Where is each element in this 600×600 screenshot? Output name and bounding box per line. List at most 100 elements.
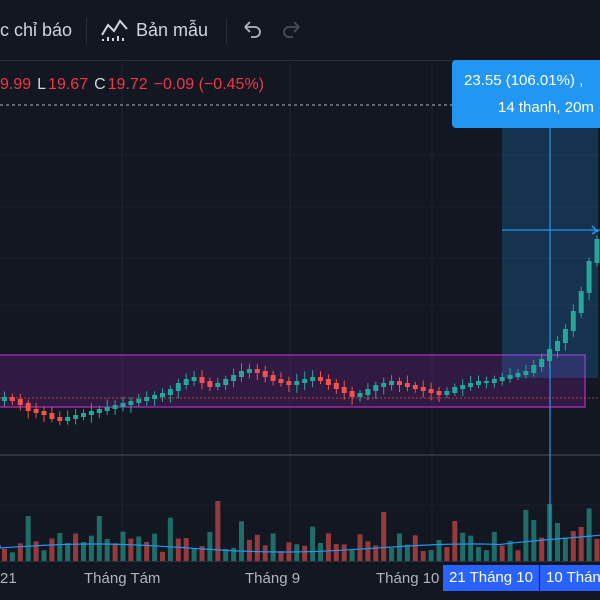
change-value: −0.09 (−0.45%) <box>153 76 264 93</box>
volume-bar <box>199 546 205 561</box>
candle-body <box>341 387 347 393</box>
candle-body <box>333 383 339 389</box>
volume-bar <box>239 521 244 561</box>
candle-body <box>17 399 23 405</box>
candle-body <box>357 393 363 397</box>
candle-body <box>310 377 316 381</box>
volume-bar <box>539 537 545 561</box>
candle-body <box>246 369 252 373</box>
volume-bar <box>310 526 316 561</box>
candle-body <box>515 373 521 377</box>
volume-bar <box>246 539 252 561</box>
candle-body <box>404 383 410 387</box>
candle-body <box>152 395 158 399</box>
volume-bar <box>231 547 237 561</box>
volume-bar <box>318 542 323 561</box>
indicators-label: c chỉ báo <box>0 19 73 40</box>
candle-body <box>547 349 553 361</box>
candle-body <box>436 391 442 395</box>
volume-bar <box>333 544 339 561</box>
candle-body <box>88 411 94 415</box>
candle-body <box>594 239 600 263</box>
templates-button[interactable]: Bản mẫu <box>100 0 208 60</box>
volume-bar <box>254 534 260 561</box>
volume-ma-line <box>0 534 600 553</box>
volume-bar <box>515 550 521 561</box>
volume-bar <box>460 532 466 561</box>
candle-body <box>128 401 134 405</box>
time-axis[interactable]: 21 Tháng Tám Tháng 9 Tháng 10 21 Tháng 1… <box>0 561 600 600</box>
volume-bar <box>389 547 395 561</box>
open-value: 9.99 <box>0 76 32 93</box>
volume-bar <box>578 526 584 561</box>
candle-body <box>207 381 213 387</box>
candle-body <box>104 407 110 411</box>
candle-body <box>499 377 505 381</box>
candle-body <box>507 375 513 379</box>
price-chart[interactable] <box>0 60 600 561</box>
volume-bar <box>191 548 197 561</box>
volume-bar <box>207 531 213 561</box>
volume-bar <box>420 551 426 561</box>
volume-bar <box>112 543 118 561</box>
candle-body <box>215 383 221 387</box>
volume-bar <box>215 501 221 561</box>
volume-bar <box>381 511 387 561</box>
redo-button[interactable] <box>280 0 304 60</box>
volume-bar <box>468 535 474 561</box>
volume-bar <box>547 504 553 561</box>
volume-bar <box>302 545 308 561</box>
volume-bar <box>476 546 481 561</box>
volume-bar <box>96 516 102 561</box>
candle-body <box>476 381 481 385</box>
time-tick: Tháng 10 <box>376 570 440 587</box>
candle-body <box>41 411 47 415</box>
candle-body <box>112 405 118 409</box>
volume-bar <box>152 533 158 561</box>
candle-body <box>539 359 545 367</box>
candle-body <box>223 379 229 385</box>
time-tick: 21 <box>0 570 17 587</box>
volume-bar <box>81 542 86 561</box>
candle-body <box>397 381 402 385</box>
candle-body <box>349 391 355 397</box>
volume-bar <box>357 534 363 561</box>
volume-bar <box>491 531 497 561</box>
candle-body <box>460 385 466 389</box>
volume-bar <box>262 545 268 561</box>
volume-bar <box>9 552 15 561</box>
volume-bar <box>412 535 418 561</box>
candle-body <box>420 387 426 391</box>
templates-icon <box>100 17 130 43</box>
undo-button[interactable] <box>240 0 264 60</box>
volume-bar <box>341 544 347 561</box>
drawing-overlays <box>0 60 600 561</box>
candle-body <box>389 381 395 385</box>
close-label: C <box>94 76 106 93</box>
candle-body <box>183 379 189 385</box>
candle-body <box>468 383 474 387</box>
volume-bar <box>65 542 71 561</box>
volume-bar <box>428 550 434 561</box>
top-toolbar: c chỉ báo Bản mẫu <box>0 0 600 61</box>
candle-body <box>444 391 450 395</box>
range-box <box>0 354 586 408</box>
volume-bar <box>33 541 39 561</box>
candle-body <box>160 393 165 397</box>
time-tick-highlighted: 10 Thán <box>540 565 600 591</box>
volume-bar <box>325 533 331 561</box>
candle-body <box>555 341 560 351</box>
candle-body <box>381 383 387 387</box>
candle-body <box>254 369 260 373</box>
candle-body <box>199 377 205 383</box>
candle-body <box>523 371 529 375</box>
indicators-button[interactable]: c chỉ báo <box>0 0 72 60</box>
time-tick: Tháng Tám <box>84 570 161 587</box>
volume-bars <box>0 501 600 561</box>
volume-bar <box>136 536 142 561</box>
candle-body <box>231 375 237 381</box>
volume-bar <box>25 516 31 561</box>
toolbar-divider <box>86 18 87 44</box>
candle-body <box>578 291 584 313</box>
candle-body <box>136 399 142 403</box>
